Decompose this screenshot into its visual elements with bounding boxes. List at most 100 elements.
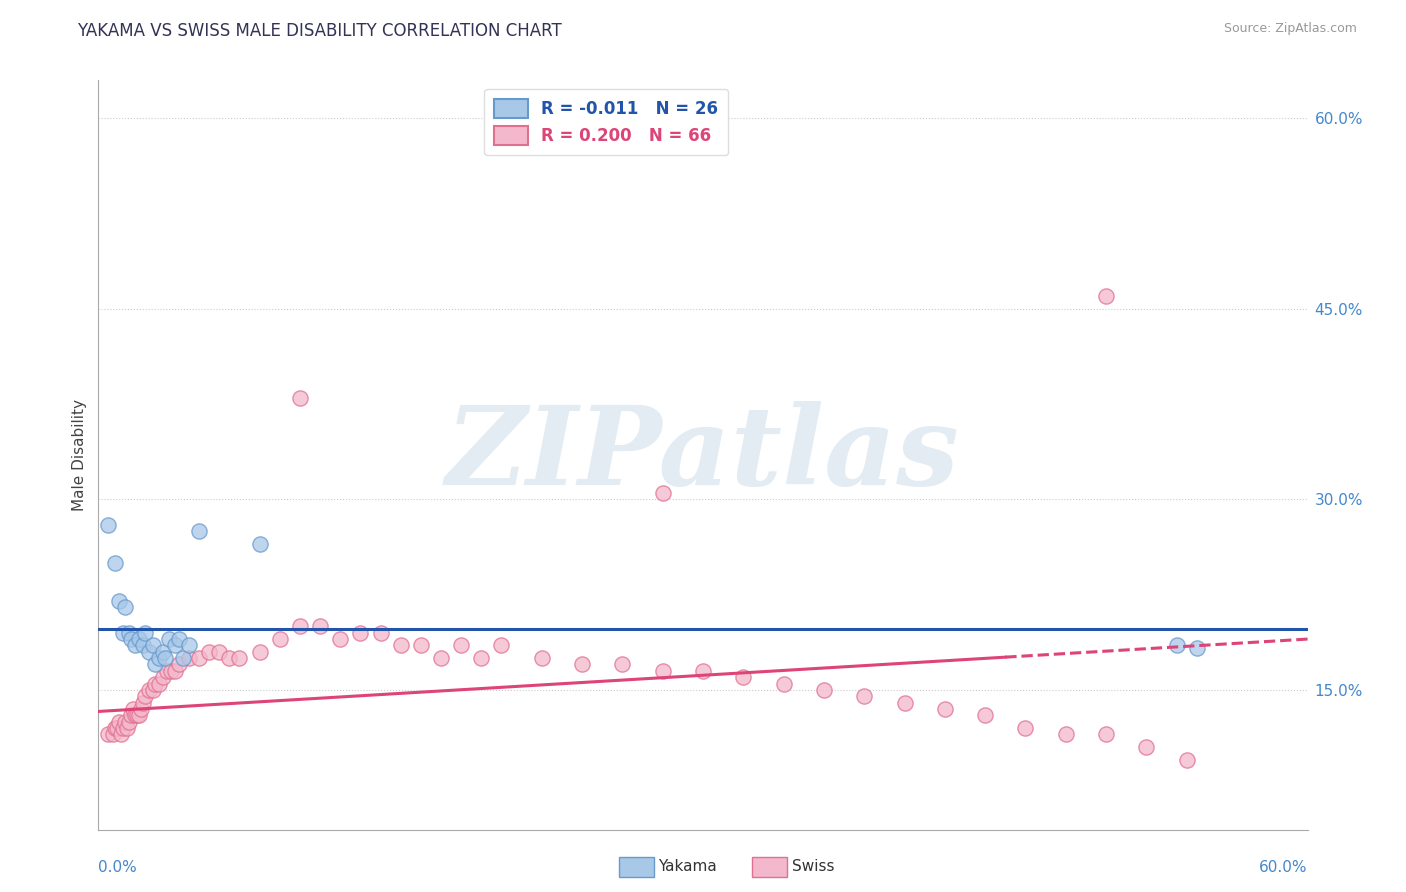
Point: [651, 664, 673, 678]
Point: [124, 708, 146, 723]
Point: [249, 645, 271, 659]
Point: [167, 657, 190, 672]
Y-axis label: Male Disability: Male Disability: [72, 399, 87, 511]
Point: [370, 625, 392, 640]
Point: [138, 682, 160, 697]
Point: [134, 625, 156, 640]
Point: [105, 721, 128, 735]
Point: [853, 690, 876, 704]
Point: [103, 556, 125, 570]
Point: [152, 645, 174, 659]
Point: [142, 639, 165, 653]
Point: [156, 664, 179, 678]
Point: [1054, 727, 1077, 741]
Point: [167, 632, 190, 646]
Point: [288, 391, 311, 405]
Point: [430, 651, 453, 665]
Point: [409, 639, 432, 653]
Point: [269, 632, 291, 646]
Point: [1095, 289, 1118, 303]
Point: [1135, 739, 1157, 754]
Point: [179, 651, 201, 665]
Point: [491, 639, 513, 653]
Point: [132, 696, 155, 710]
Point: [470, 651, 492, 665]
Point: [101, 727, 124, 741]
Text: 60.0%: 60.0%: [1260, 860, 1308, 875]
Point: [118, 625, 141, 640]
Point: [120, 632, 142, 646]
Point: [152, 670, 174, 684]
Point: [188, 524, 211, 538]
Point: [148, 676, 170, 690]
Point: [111, 625, 134, 640]
Point: [114, 714, 136, 729]
Legend: R = -0.011   N = 26, R = 0.200   N = 66: R = -0.011 N = 26, R = 0.200 N = 66: [485, 88, 728, 155]
Point: [97, 727, 120, 741]
Point: [97, 517, 120, 532]
Text: Source: ZipAtlas.com: Source: ZipAtlas.com: [1223, 22, 1357, 36]
Point: [111, 721, 134, 735]
Point: [103, 721, 125, 735]
Text: 0.0%: 0.0%: [98, 860, 138, 875]
Point: [309, 619, 332, 633]
Point: [733, 670, 755, 684]
Point: [143, 676, 166, 690]
Point: [389, 639, 412, 653]
Point: [124, 639, 146, 653]
Point: [142, 682, 165, 697]
Point: [179, 639, 201, 653]
Point: [143, 657, 166, 672]
Point: [125, 708, 148, 723]
Point: [692, 664, 714, 678]
Point: [160, 664, 183, 678]
Point: [153, 651, 176, 665]
Point: [218, 651, 240, 665]
Point: [1166, 639, 1188, 653]
Text: ZIPatlas: ZIPatlas: [446, 401, 960, 508]
Point: [288, 619, 311, 633]
Point: [571, 657, 593, 672]
Point: [249, 537, 271, 551]
Point: [163, 639, 186, 653]
Point: [651, 486, 673, 500]
Point: [893, 696, 915, 710]
Point: [134, 690, 156, 704]
Point: [198, 645, 221, 659]
Point: [772, 676, 794, 690]
Point: [128, 632, 150, 646]
Point: [813, 682, 835, 697]
Text: YAKAMA VS SWISS MALE DISABILITY CORRELATION CHART: YAKAMA VS SWISS MALE DISABILITY CORRELAT…: [77, 22, 562, 40]
Point: [1185, 640, 1208, 655]
Point: [228, 651, 250, 665]
Point: [349, 625, 371, 640]
Point: [188, 651, 211, 665]
Point: [1095, 727, 1118, 741]
Point: [329, 632, 352, 646]
Point: [172, 651, 194, 665]
Point: [1014, 721, 1036, 735]
Point: [163, 664, 186, 678]
Point: [530, 651, 553, 665]
Text: Swiss: Swiss: [792, 859, 834, 873]
Point: [114, 600, 136, 615]
Point: [157, 632, 180, 646]
Point: [138, 645, 160, 659]
Point: [110, 727, 132, 741]
Point: [120, 708, 142, 723]
Point: [107, 714, 129, 729]
Point: [129, 702, 152, 716]
Point: [128, 708, 150, 723]
Point: [450, 639, 472, 653]
Point: [612, 657, 634, 672]
Point: [934, 702, 956, 716]
Point: [148, 651, 170, 665]
Point: [115, 721, 138, 735]
Point: [208, 645, 231, 659]
Point: [121, 702, 143, 716]
Point: [107, 594, 129, 608]
Point: [1175, 753, 1198, 767]
Point: [974, 708, 997, 723]
Point: [118, 714, 141, 729]
Text: Yakama: Yakama: [658, 859, 717, 873]
